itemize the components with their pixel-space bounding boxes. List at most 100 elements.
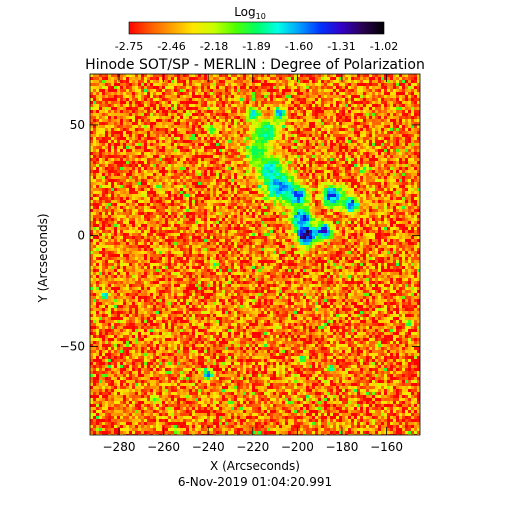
heatmap-cell (168, 104, 172, 108)
heatmap-cell (111, 113, 115, 117)
heatmap-cell (348, 110, 352, 114)
heatmap-cell (120, 197, 124, 201)
heatmap-cell (237, 137, 241, 141)
heatmap-cell (372, 101, 376, 105)
heatmap-cell (339, 110, 343, 114)
heatmap-cell (267, 173, 271, 177)
heatmap-cell (381, 119, 385, 123)
heatmap-cell (201, 170, 205, 174)
heatmap-cell (351, 152, 355, 156)
heatmap-cell (402, 206, 406, 210)
heatmap-cell (246, 170, 250, 174)
heatmap-cell (417, 116, 420, 120)
heatmap-cell (288, 131, 292, 135)
heatmap-cell (417, 89, 420, 93)
heatmap-cell (357, 173, 361, 177)
heatmap-cell (366, 191, 370, 195)
heatmap-cell (279, 203, 283, 207)
heatmap-cell (273, 197, 277, 201)
heatmap-cell (108, 158, 112, 162)
heatmap-cell (300, 173, 304, 177)
heatmap-cell (90, 149, 94, 153)
heatmap-cell (417, 197, 420, 201)
heatmap-cell (171, 206, 175, 210)
heatmap-cell (309, 206, 313, 210)
heatmap-cell (150, 83, 154, 87)
heatmap-cell (183, 149, 187, 153)
heatmap-cell (105, 146, 109, 150)
heatmap-cell (285, 203, 289, 207)
heatmap-cell (399, 110, 403, 114)
heatmap-cell (123, 137, 127, 141)
heatmap-cell (381, 161, 385, 165)
heatmap-cell (207, 101, 211, 105)
heatmap-cell (132, 86, 136, 90)
heatmap-cell (279, 146, 283, 150)
heatmap-cell (288, 149, 292, 153)
heatmap-cell (270, 140, 274, 144)
heatmap-cell (303, 149, 307, 153)
heatmap-cell (378, 203, 382, 207)
heatmap-cell (123, 77, 127, 81)
heatmap-cell (207, 92, 211, 96)
heatmap-cell (96, 206, 100, 210)
heatmap-cell (243, 74, 247, 78)
heatmap-cell (255, 137, 259, 141)
heatmap-cell (114, 143, 118, 147)
heatmap-cell (168, 74, 172, 78)
heatmap-cell (417, 158, 420, 162)
heatmap-cell (168, 119, 172, 123)
heatmap-cell (306, 86, 310, 90)
heatmap-cell (402, 182, 406, 186)
heatmap-cell (369, 128, 373, 132)
heatmap-cell (318, 83, 322, 87)
heatmap-cell (138, 128, 142, 132)
heatmap-cell (90, 83, 94, 87)
heatmap-cell (393, 107, 397, 111)
heatmap-cell (264, 173, 268, 177)
heatmap-cell (138, 74, 142, 78)
heatmap-cell (348, 74, 352, 78)
heatmap-cell (138, 176, 142, 180)
heatmap-cell (273, 188, 277, 192)
heatmap-cell (348, 194, 352, 198)
heatmap-cell (324, 89, 328, 93)
heatmap-cell (372, 200, 376, 204)
heatmap-cell (288, 74, 292, 78)
heatmap-cell (198, 155, 202, 159)
heatmap-cell (402, 158, 406, 162)
heatmap-cell (402, 98, 406, 102)
heatmap-cell (312, 158, 316, 162)
heatmap-cell (132, 134, 136, 138)
heatmap-cell (150, 101, 154, 105)
heatmap-cell (375, 194, 379, 198)
heatmap-cell (291, 89, 295, 93)
heatmap-cell (333, 128, 337, 132)
heatmap-cell (264, 122, 268, 126)
heatmap-cell (240, 182, 244, 186)
heatmap-cell (324, 149, 328, 153)
heatmap-cell (234, 98, 238, 102)
heatmap-cell (261, 137, 265, 141)
heatmap-cell (183, 143, 187, 147)
heatmap-cell (144, 134, 148, 138)
heatmap-cell (150, 113, 154, 117)
heatmap-cell (381, 77, 385, 81)
heatmap-cell (339, 137, 343, 141)
heatmap-cell (264, 179, 268, 183)
heatmap-cell (312, 116, 316, 120)
heatmap-cell (243, 110, 247, 114)
heatmap-cell (399, 161, 403, 165)
heatmap-cell (357, 191, 361, 195)
heatmap-cell (396, 125, 400, 129)
heatmap-cell (330, 140, 334, 144)
heatmap-cell (186, 110, 190, 114)
heatmap-cell (345, 95, 349, 99)
heatmap-cell (171, 95, 175, 99)
heatmap-cell (171, 89, 175, 93)
heatmap-cell (390, 167, 394, 171)
heatmap-cell (96, 173, 100, 177)
heatmap-cell (243, 95, 247, 99)
heatmap-cell (414, 173, 418, 177)
heatmap-cell (195, 185, 199, 189)
